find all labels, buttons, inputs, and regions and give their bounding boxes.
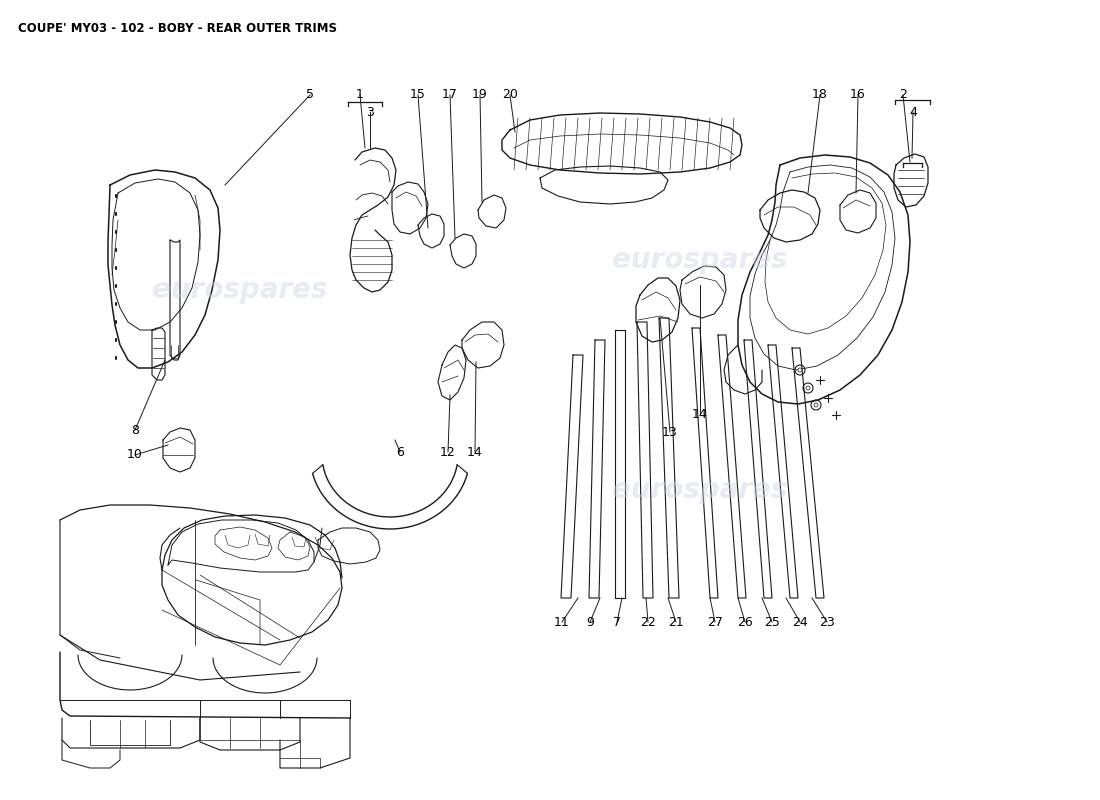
Circle shape bbox=[814, 403, 818, 407]
Text: 5: 5 bbox=[306, 89, 313, 102]
Text: 9: 9 bbox=[586, 615, 594, 629]
Text: 22: 22 bbox=[640, 615, 656, 629]
Text: 24: 24 bbox=[792, 615, 807, 629]
Text: 14: 14 bbox=[692, 409, 708, 422]
Text: 23: 23 bbox=[820, 615, 835, 629]
Circle shape bbox=[798, 368, 802, 372]
Text: 26: 26 bbox=[737, 615, 752, 629]
Circle shape bbox=[806, 386, 810, 390]
Text: 14: 14 bbox=[468, 446, 483, 458]
Text: 12: 12 bbox=[440, 446, 455, 458]
Text: 1: 1 bbox=[356, 89, 364, 102]
Text: 8: 8 bbox=[131, 423, 139, 437]
Text: 15: 15 bbox=[410, 89, 426, 102]
Text: eurospares: eurospares bbox=[613, 476, 788, 504]
Text: 19: 19 bbox=[472, 89, 488, 102]
Text: 27: 27 bbox=[707, 615, 723, 629]
Text: 11: 11 bbox=[554, 615, 570, 629]
Text: 7: 7 bbox=[613, 615, 621, 629]
Text: 25: 25 bbox=[764, 615, 780, 629]
Text: 16: 16 bbox=[850, 89, 866, 102]
Text: 10: 10 bbox=[128, 449, 143, 462]
Text: 13: 13 bbox=[662, 426, 678, 438]
Text: 2: 2 bbox=[899, 89, 906, 102]
Text: 6: 6 bbox=[396, 446, 404, 458]
Text: 18: 18 bbox=[812, 89, 828, 102]
Text: 3: 3 bbox=[366, 106, 374, 118]
Text: 4: 4 bbox=[909, 106, 917, 118]
Text: eurospares: eurospares bbox=[613, 246, 788, 274]
Text: COUPE' MY03 - 102 - BOBY - REAR OUTER TRIMS: COUPE' MY03 - 102 - BOBY - REAR OUTER TR… bbox=[18, 22, 337, 35]
Text: 17: 17 bbox=[442, 89, 458, 102]
Text: 20: 20 bbox=[502, 89, 518, 102]
Text: eurospares: eurospares bbox=[152, 276, 328, 304]
Text: 21: 21 bbox=[668, 615, 684, 629]
